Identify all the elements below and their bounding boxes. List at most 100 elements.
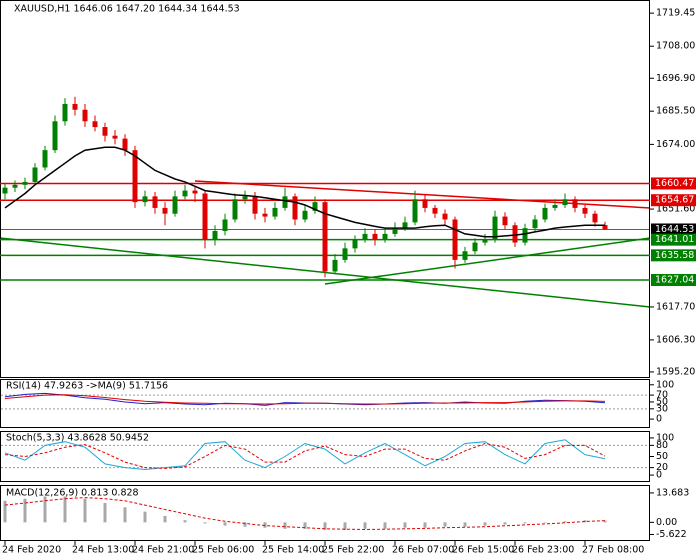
candle-body <box>232 199 238 220</box>
x-tick-label: 26 Feb 07:00 <box>392 545 454 556</box>
price-label: 1635.58 <box>655 250 694 261</box>
macd-bar <box>483 522 487 526</box>
candle-body <box>602 225 608 230</box>
y-tick-label: 70 <box>656 390 668 401</box>
macd-bar <box>3 500 7 523</box>
candle-body <box>572 199 578 208</box>
macd-bar <box>323 522 327 530</box>
candle-body <box>552 205 558 208</box>
candle-body <box>522 228 528 243</box>
candle-body <box>262 213 268 217</box>
price-label: 1654.67 <box>655 195 694 206</box>
macd-bar <box>423 522 427 528</box>
y-tick-label: 1708.00 <box>656 41 695 52</box>
y-tick-label: 0 <box>656 470 662 481</box>
macd-bar <box>23 498 27 523</box>
candle-body <box>272 207 278 217</box>
candle-body <box>492 216 498 240</box>
candle-body <box>292 196 298 220</box>
rsi-title: RSI(14) 47.9263 ->MA(9) 51.7156 <box>6 381 168 392</box>
candle-body <box>172 196 178 214</box>
main-frame <box>0 0 650 378</box>
candle-body <box>252 196 258 214</box>
candle-body <box>152 196 158 208</box>
macd-bar <box>203 522 207 524</box>
y-tick-label: 0 <box>656 414 662 425</box>
y-tick-label: -5.622 <box>656 529 687 540</box>
y-tick-label: 80 <box>656 440 668 451</box>
macd-bar <box>583 520 587 523</box>
price-label-box <box>651 177 696 190</box>
indicator-line <box>4 442 606 469</box>
candle-body <box>562 199 568 206</box>
y-tick-label: 30 <box>656 403 668 414</box>
y-tick-label: 50 <box>656 451 668 462</box>
candle-body <box>182 190 188 197</box>
y-tick-label: 0.00 <box>656 517 677 528</box>
candle-body <box>142 196 148 203</box>
y-tick-label: 1606.30 <box>656 334 695 345</box>
macd-bar <box>523 522 527 524</box>
candle-body <box>502 216 508 226</box>
macd-bar <box>183 520 187 523</box>
x-tick-label: 24 Feb 13:00 <box>72 545 134 556</box>
candle-body <box>102 127 108 136</box>
macd-bar <box>163 515 167 523</box>
x-tick-label: 25 Feb 14:00 <box>262 545 324 556</box>
candle-body <box>462 251 468 260</box>
candle-body <box>422 199 428 208</box>
candle-body <box>302 210 308 220</box>
candle-body <box>2 187 8 194</box>
candle-body <box>82 109 88 122</box>
candle-body <box>482 239 488 243</box>
rsi-frame <box>0 379 650 428</box>
macd-bar <box>103 502 107 523</box>
chart-title: XAUUSD,H1 1646.06 1647.20 1644.34 1644.5… <box>14 4 240 15</box>
macd-bar <box>43 496 47 523</box>
macd-bar <box>303 522 307 529</box>
price-label: 1644.53 <box>655 224 694 235</box>
candle-body <box>162 207 168 214</box>
price-label-box <box>651 273 696 286</box>
candle-body <box>442 213 448 220</box>
y-tick-label: 100 <box>656 432 674 443</box>
candle-body <box>342 248 348 260</box>
price-label-box <box>651 233 696 246</box>
candle-body <box>532 219 538 229</box>
candle-body <box>132 150 138 203</box>
macd-bar <box>343 522 347 530</box>
y-tick-label: 1595.20 <box>656 366 695 377</box>
y-tick-label: 1651.60 <box>656 204 695 215</box>
y-tick-label: 20 <box>656 462 668 473</box>
candle-body <box>122 138 128 151</box>
stoch-frame <box>0 431 650 482</box>
candle-body <box>352 239 358 249</box>
candle-body <box>22 181 28 185</box>
candle-body <box>512 225 518 243</box>
x-tick-label: 26 Feb 15:00 <box>452 545 514 556</box>
candle-body <box>62 103 68 122</box>
candle-body <box>402 222 408 229</box>
y-tick-label: 1719.45 <box>656 8 695 19</box>
macd-bar <box>83 498 87 523</box>
macd-bar <box>143 511 147 523</box>
macd-bar <box>383 522 387 529</box>
candle-body <box>472 242 478 252</box>
y-tick-label: 100 <box>656 379 674 390</box>
price-label: 1627.04 <box>655 274 694 285</box>
candle-body <box>382 233 388 240</box>
macd-bar <box>443 522 447 527</box>
macd-bar <box>543 522 547 523</box>
indicator-line <box>4 439 606 471</box>
macd-bar <box>463 522 467 527</box>
stoch-title: Stoch(5,3,3) 43.8628 50.9452 <box>6 433 149 444</box>
y-tick-label: 1674.00 <box>656 139 695 150</box>
x-tick-label: 24 Feb 2020 <box>2 545 61 556</box>
candle-body <box>282 196 288 208</box>
macd-bar <box>403 522 407 528</box>
price-label-box <box>651 223 696 236</box>
candle-body <box>412 199 418 223</box>
x-tick-label: 24 Feb 21:00 <box>132 545 194 556</box>
candle-body <box>72 103 78 110</box>
